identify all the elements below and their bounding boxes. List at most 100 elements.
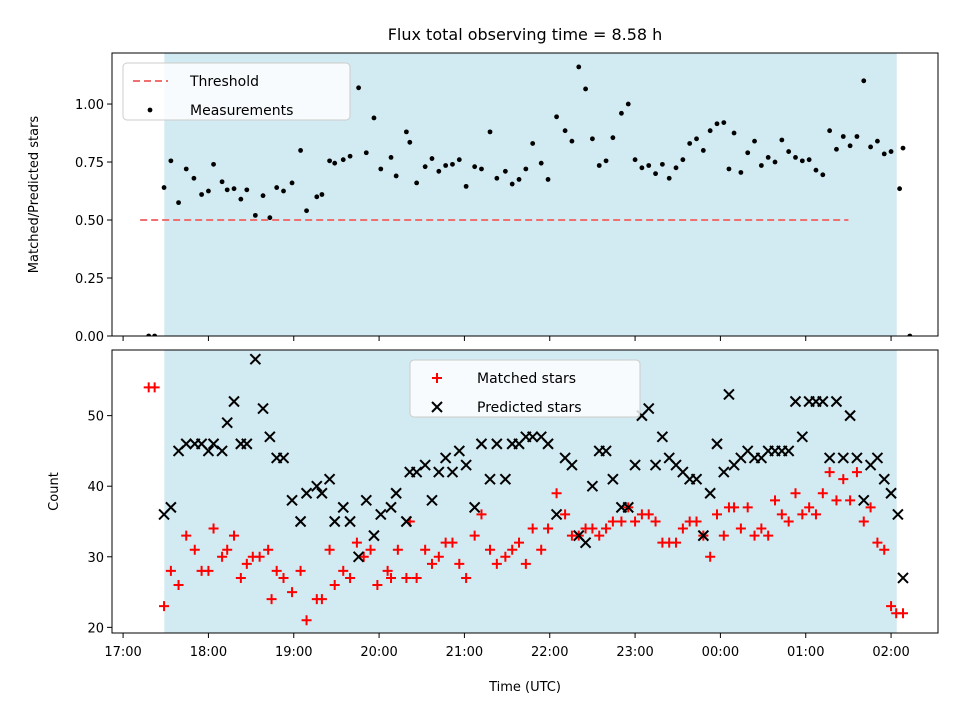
measurement-point xyxy=(152,333,158,336)
legend-measurement-swatch xyxy=(147,107,153,113)
predicted-stars-point xyxy=(446,466,459,478)
matched-stars-point xyxy=(729,502,740,513)
measurement-point xyxy=(414,180,420,186)
predicted-stars-point xyxy=(316,487,328,499)
measurement-point xyxy=(429,156,435,161)
measurement-point xyxy=(281,188,286,194)
measurement-point xyxy=(523,166,529,172)
measurement-point xyxy=(786,149,792,154)
predicted-stars-point xyxy=(897,572,909,584)
measurement-point xyxy=(625,101,631,107)
matched-stars-point xyxy=(454,558,465,569)
measurement-point xyxy=(252,212,258,218)
matched-stars-point xyxy=(181,530,192,541)
axes-frame xyxy=(111,349,939,634)
matched-stars-point xyxy=(401,572,412,583)
legend-predicted-swatch xyxy=(431,401,443,413)
matched-stars-point xyxy=(447,537,458,548)
matched-stars-point xyxy=(491,558,502,569)
matched-stars-point xyxy=(271,565,282,576)
measurement-point xyxy=(530,141,536,146)
predicted-stars-point xyxy=(823,452,836,464)
y-tick-label: 40 xyxy=(87,480,104,495)
measurement-point xyxy=(619,110,624,116)
matched-stars-point xyxy=(879,544,890,555)
matched-stars-point xyxy=(469,530,480,541)
measurement-point xyxy=(680,157,686,163)
measurement-point xyxy=(289,180,295,186)
matched-stars-point xyxy=(461,572,472,583)
measurement-point xyxy=(907,333,913,336)
measurement-point xyxy=(332,160,338,166)
predicted-stars-point xyxy=(368,529,380,542)
matched-stars-point xyxy=(476,509,487,520)
legend: Threshold Measurements xyxy=(122,62,351,121)
measurement-point xyxy=(314,194,320,200)
measurement-point xyxy=(673,165,679,171)
matched-stars-point xyxy=(536,544,547,555)
matched-stars-point xyxy=(886,601,897,612)
measurement-point xyxy=(687,141,693,146)
measurement-point xyxy=(793,154,798,160)
predicted-stars-point xyxy=(264,431,276,443)
measurement-point xyxy=(161,185,167,190)
matched-stars-point xyxy=(671,537,682,548)
measurement-point xyxy=(583,86,588,92)
plot-area xyxy=(143,353,909,626)
measurement-point xyxy=(659,161,665,167)
matched-stars-point xyxy=(691,516,702,527)
y-tick-label: 50 xyxy=(87,410,104,425)
measurement-point xyxy=(450,161,455,167)
x-tick-label: 01:00 xyxy=(787,645,824,660)
predicted-stars-point xyxy=(704,487,716,499)
matched-stars-point xyxy=(677,523,688,534)
matched-stars-point xyxy=(433,551,444,562)
matched-stars-point xyxy=(189,544,200,555)
measurement-point xyxy=(502,168,508,174)
predicted-stars-point xyxy=(697,529,710,542)
predicted-stars-point xyxy=(221,416,233,429)
predicted-stars-point xyxy=(690,473,703,485)
x-tick-label: 20:00 xyxy=(360,645,397,660)
predicted-stars-point xyxy=(629,459,641,471)
predicted-stars-point xyxy=(207,438,220,450)
matched-stars-point xyxy=(263,544,274,555)
matched-stars-point xyxy=(329,580,340,591)
predicted-stars-point xyxy=(390,487,402,499)
matched-stars-point xyxy=(831,495,842,506)
x-tick-label: 22:00 xyxy=(531,645,568,660)
matched-stars-point xyxy=(295,565,306,576)
matched-stars-point xyxy=(601,523,612,534)
predicted-stars-point xyxy=(789,395,802,408)
matched-stars-point xyxy=(165,565,176,576)
matched-stars-point xyxy=(208,523,219,534)
predicted-stars-point xyxy=(542,438,554,450)
matched-stars-point xyxy=(845,495,856,506)
measurement-point xyxy=(347,153,353,159)
bottom-panel-star-counts: 20 30 40 50 17:00 18:00 19:00 20:00 21:00 22:00 23… xyxy=(47,349,939,660)
matched-stars-point xyxy=(824,467,835,478)
matched-stars-point xyxy=(358,551,369,562)
matched-stars-point xyxy=(287,587,298,598)
measurement-point xyxy=(238,196,244,202)
measurement-point xyxy=(806,157,812,163)
matched-stars-point xyxy=(411,572,422,583)
measurement-point xyxy=(479,166,484,172)
matched-stars-point xyxy=(254,551,265,562)
matched-stars-point xyxy=(514,537,525,548)
matched-stars-point xyxy=(266,594,277,605)
measurement-point xyxy=(371,115,377,121)
measurement-point xyxy=(590,136,595,142)
y-tick-label: 1.00 xyxy=(75,98,104,113)
measurement-point xyxy=(487,129,493,135)
matched-stars-point xyxy=(372,580,383,591)
measurement-point xyxy=(340,157,346,163)
matched-stars-point xyxy=(865,502,876,513)
measurement-point xyxy=(378,166,384,172)
x-tick-label: 00:00 xyxy=(702,645,739,660)
measurement-point xyxy=(731,130,737,136)
predicted-stars-point xyxy=(375,508,387,521)
plot-area xyxy=(146,64,913,336)
measurement-point xyxy=(868,144,873,150)
measurement-point xyxy=(456,157,462,163)
